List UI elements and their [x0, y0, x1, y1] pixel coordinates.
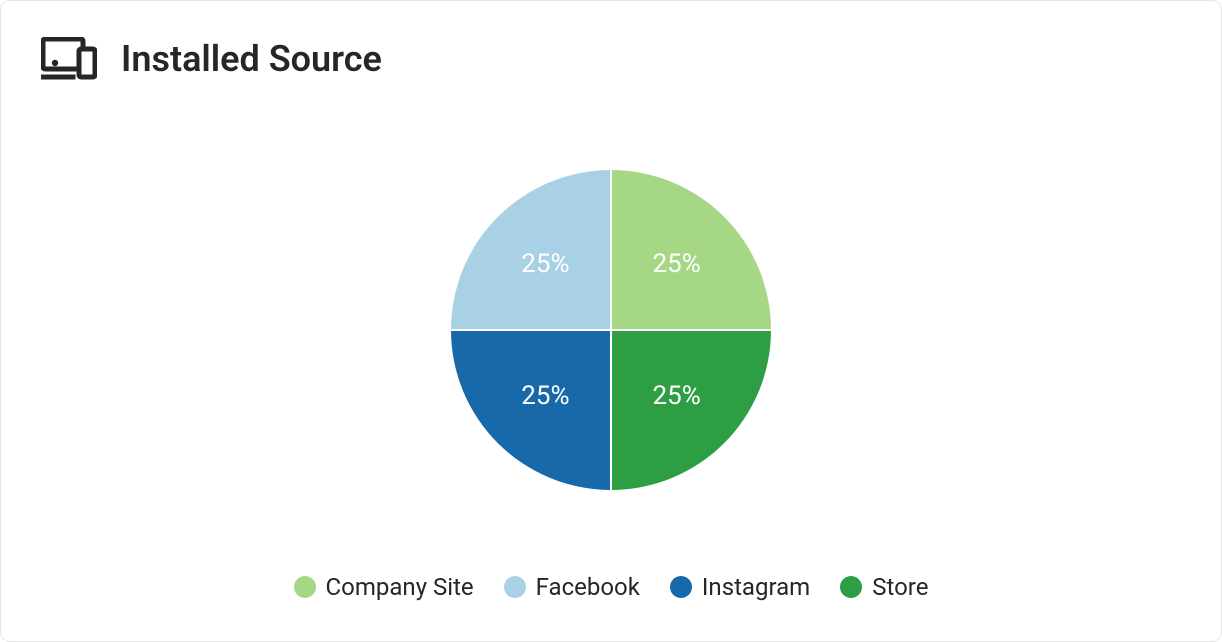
legend-label-store: Store — [872, 573, 928, 601]
legend-label-company_site: Company Site — [326, 573, 474, 601]
pie-svg — [451, 170, 771, 490]
card-header: Installed Source — [41, 31, 1181, 87]
legend-label-facebook: Facebook — [536, 573, 640, 601]
legend-swatch-instagram — [670, 576, 692, 598]
installed-source-card: Installed Source 25%25%25%25% Company Si… — [0, 0, 1222, 642]
legend-item-store[interactable]: Store — [840, 573, 928, 601]
pie-slice-facebook[interactable] — [451, 170, 611, 330]
pie-slice-company_site[interactable] — [611, 170, 771, 330]
legend-item-facebook[interactable]: Facebook — [504, 573, 640, 601]
pie-wrap: 25%25%25%25% — [451, 170, 771, 490]
legend-item-instagram[interactable]: Instagram — [670, 573, 810, 601]
chart-legend: Company Site Facebook Instagram Store — [41, 573, 1181, 611]
card-title: Installed Source — [121, 38, 382, 80]
legend-swatch-store — [840, 576, 862, 598]
pie-slice-instagram[interactable] — [451, 330, 611, 490]
legend-item-company_site[interactable]: Company Site — [294, 573, 474, 601]
devices-icon — [41, 31, 97, 87]
legend-label-instagram: Instagram — [702, 573, 810, 601]
pie-slice-store[interactable] — [611, 330, 771, 490]
legend-swatch-company_site — [294, 576, 316, 598]
legend-swatch-facebook — [504, 576, 526, 598]
pie-chart: 25%25%25%25% — [41, 87, 1181, 573]
